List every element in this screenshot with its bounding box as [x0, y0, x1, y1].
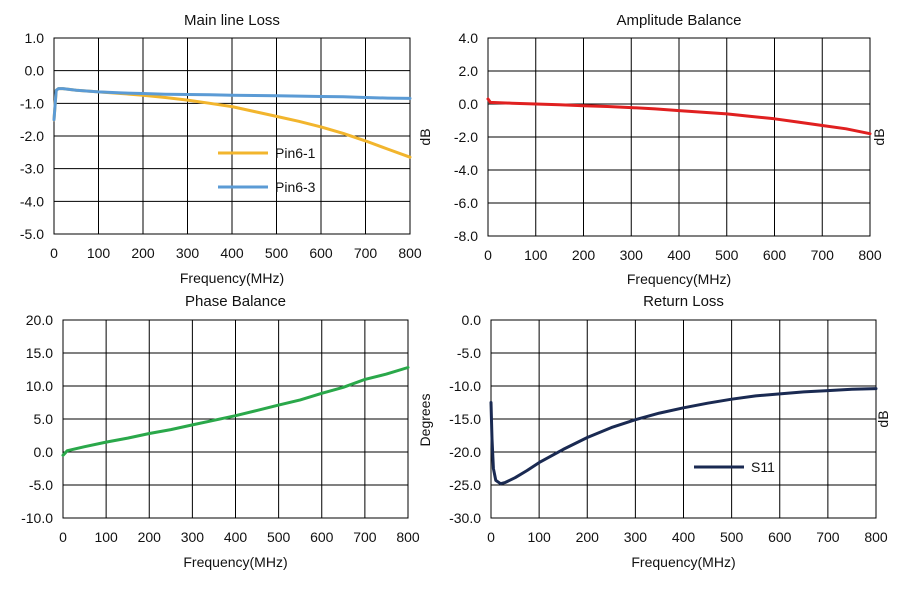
- y-tick-label: 1.0: [25, 30, 45, 46]
- y-tick-label: -4.0: [454, 162, 478, 178]
- chart-title: Amplitude Balance: [616, 12, 741, 29]
- y-tick-label: -2.0: [20, 128, 44, 144]
- y-tick-label: -1.0: [20, 95, 44, 111]
- y-axis-label-left: dB: [417, 128, 433, 145]
- x-tick-label: 100: [87, 245, 111, 261]
- y-axis-label: dB: [871, 128, 887, 145]
- x-tick-label: 800: [398, 245, 422, 261]
- x-tick-label: 0: [50, 245, 58, 261]
- y-tick-label: 0.0: [34, 444, 54, 460]
- y-tick-label: -25.0: [449, 477, 481, 493]
- y-tick-label: -4.0: [20, 193, 44, 209]
- y-tick-label: 5.0: [34, 411, 54, 427]
- x-tick-label: 500: [715, 247, 739, 263]
- series-line-amplitude-balance: [486, 97, 872, 136]
- x-tick-label: 0: [484, 247, 492, 263]
- chart-phase-balance: Phase Balance 0 100 200 300 400 500 600 700 800 20…: [21, 293, 433, 570]
- x-tick-label: 0: [59, 529, 67, 545]
- x-tick-label: 700: [353, 529, 377, 545]
- x-tick-label: 200: [576, 529, 600, 545]
- x-tick-label: 400: [672, 529, 696, 545]
- x-tick-label: 300: [176, 245, 200, 261]
- x-tick-label: 200: [131, 245, 155, 261]
- x-tick-label: 300: [620, 247, 644, 263]
- y-tick-label: -2.0: [454, 129, 478, 145]
- series-line-phase-balance: [61, 366, 410, 457]
- y-tick-label: 0.0: [459, 96, 479, 112]
- x-tick-label: 600: [309, 245, 333, 261]
- x-tick-label: 700: [354, 245, 378, 261]
- y-tick-label: -30.0: [449, 510, 481, 526]
- series-line-s11: [489, 387, 878, 486]
- x-tick-label: 600: [768, 529, 792, 545]
- x-tick-label: 200: [138, 529, 162, 545]
- x-tick-label: 800: [396, 529, 420, 545]
- x-tick-label: 0: [487, 529, 495, 545]
- x-axis-label: Frequency(MHz): [631, 554, 735, 570]
- chart-main-line-loss: Main line Loss 0 100 200 300 400 500 600 700 800 1…: [20, 12, 422, 286]
- y-axis-label: dB: [875, 410, 891, 427]
- x-tick-label: 300: [624, 529, 648, 545]
- x-tick-label: 300: [181, 529, 205, 545]
- y-tick-label: -6.0: [454, 195, 478, 211]
- x-tick-label: 500: [720, 529, 744, 545]
- x-tick-label: 800: [858, 247, 882, 263]
- x-tick-label: 400: [224, 529, 248, 545]
- y-tick-label: -5.0: [29, 477, 53, 493]
- x-axis-label: Frequency(MHz): [183, 554, 287, 570]
- x-tick-label: 600: [310, 529, 334, 545]
- y-tick-label: -20.0: [449, 444, 481, 460]
- y-axis-label: Degrees: [417, 394, 433, 447]
- plot-frame: [53, 37, 411, 235]
- chart-title: Main line Loss: [184, 12, 280, 29]
- y-tick-label: -8.0: [454, 228, 478, 244]
- y-tick-label: -15.0: [449, 411, 481, 427]
- x-tick-label: 100: [527, 529, 551, 545]
- x-axis-label: Frequency(MHz): [180, 270, 284, 286]
- plot-frame: [487, 37, 871, 237]
- x-tick-label: 200: [572, 247, 596, 263]
- x-tick-label: 500: [267, 529, 291, 545]
- x-tick-label: 400: [220, 245, 244, 261]
- x-tick-label: 600: [763, 247, 787, 263]
- series-line-pin6-3: [52, 87, 412, 122]
- y-tick-label: -10.0: [449, 378, 481, 394]
- y-tick-label: -3.0: [20, 161, 44, 177]
- y-tick-label: 0.0: [25, 63, 45, 79]
- x-tick-label: 500: [265, 245, 289, 261]
- legend-label: S11: [751, 459, 775, 475]
- y-tick-label: 10.0: [26, 378, 53, 394]
- plot-frame: [62, 319, 409, 519]
- y-tick-label: -5.0: [20, 226, 44, 242]
- y-tick-label: -10.0: [21, 510, 53, 526]
- y-tick-label: 0.0: [462, 312, 482, 328]
- x-tick-label: 800: [864, 529, 888, 545]
- x-tick-label: 100: [524, 247, 548, 263]
- chart-return-loss: Return Loss 0 100 200 300 400 500 600 700 800 0.0 -…: [449, 293, 891, 570]
- chart-title: Return Loss: [643, 293, 724, 310]
- y-tick-label: 15.0: [26, 345, 53, 361]
- y-tick-label: 2.0: [459, 63, 479, 79]
- legend-label: Pin6-1: [275, 145, 316, 161]
- y-tick-label: 20.0: [26, 312, 53, 328]
- y-tick-label: -5.0: [457, 345, 481, 361]
- legend-label: Pin6-3: [275, 179, 316, 195]
- chart-amplitude-balance: Amplitude Balance 0 100 200 300 400 500 600 700 8…: [417, 12, 887, 287]
- y-tick-label: 4.0: [459, 30, 479, 46]
- x-tick-label: 400: [667, 247, 691, 263]
- x-axis-label: Frequency(MHz): [627, 271, 731, 287]
- chart-title: Phase Balance: [185, 293, 286, 310]
- x-tick-label: 700: [816, 529, 840, 545]
- x-tick-label: 700: [811, 247, 835, 263]
- x-tick-label: 100: [94, 529, 118, 545]
